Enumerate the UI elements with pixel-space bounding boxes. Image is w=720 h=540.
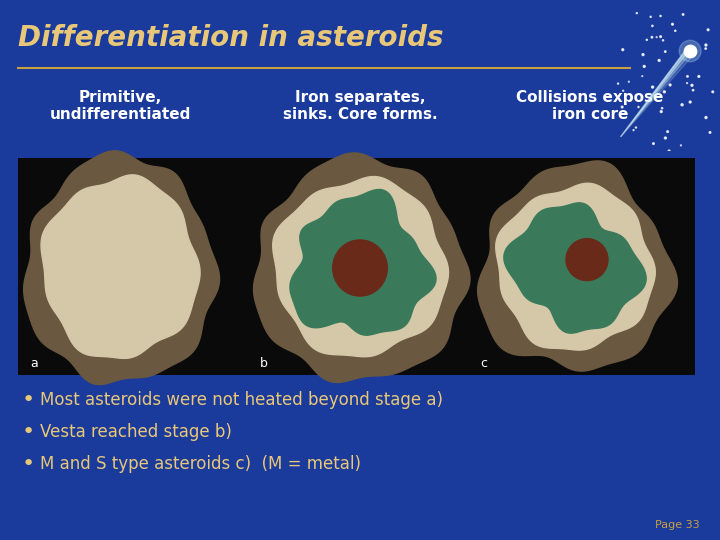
Point xyxy=(675,141,687,150)
Polygon shape xyxy=(24,151,220,384)
Point xyxy=(641,36,652,44)
Point xyxy=(657,36,669,45)
Point xyxy=(684,47,696,56)
Point xyxy=(676,100,688,109)
Point xyxy=(686,81,698,90)
Point xyxy=(690,49,701,58)
Text: Differentiation in asteroids: Differentiation in asteroids xyxy=(18,24,444,52)
Polygon shape xyxy=(504,203,646,333)
Point xyxy=(693,72,705,81)
Text: Primitive,
undifferentiated: Primitive, undifferentiated xyxy=(49,90,191,123)
Text: •: • xyxy=(22,422,35,442)
Text: Iron separates,
sinks. Core forms.: Iron separates, sinks. Core forms. xyxy=(283,90,437,123)
Point xyxy=(655,107,667,116)
Polygon shape xyxy=(621,48,690,137)
Text: b: b xyxy=(260,357,268,370)
Text: c: c xyxy=(480,357,487,370)
Bar xyxy=(18,158,695,375)
Text: Page 33: Page 33 xyxy=(655,520,700,530)
Point xyxy=(639,62,650,71)
Point xyxy=(618,86,629,95)
Point xyxy=(665,80,676,89)
Point xyxy=(616,103,628,111)
Point xyxy=(637,50,649,59)
Point xyxy=(681,79,693,87)
Point xyxy=(636,72,648,80)
Point xyxy=(651,33,662,42)
Polygon shape xyxy=(621,48,693,137)
Point xyxy=(660,48,671,56)
Point xyxy=(700,44,711,53)
Text: a: a xyxy=(30,357,37,370)
Point xyxy=(688,86,699,94)
Point xyxy=(645,12,657,21)
Point xyxy=(647,22,658,30)
Point xyxy=(612,79,624,88)
Point xyxy=(630,123,642,132)
Point xyxy=(707,87,719,96)
Point xyxy=(654,32,666,41)
Point xyxy=(703,25,714,34)
Polygon shape xyxy=(496,183,655,350)
Polygon shape xyxy=(621,48,689,137)
Point xyxy=(670,26,681,35)
Polygon shape xyxy=(41,175,200,359)
Point xyxy=(683,52,695,61)
Text: Most asteroids were not heated beyond stage a): Most asteroids were not heated beyond st… xyxy=(40,391,443,409)
Point xyxy=(660,134,671,143)
Point xyxy=(701,113,712,122)
Ellipse shape xyxy=(333,240,387,296)
Point xyxy=(633,103,644,111)
Text: Vesta reached stage b): Vesta reached stage b) xyxy=(40,423,232,441)
Point xyxy=(617,45,629,54)
Point xyxy=(663,147,675,156)
Polygon shape xyxy=(290,190,436,335)
Point xyxy=(647,83,658,91)
Point xyxy=(700,40,711,49)
Point xyxy=(662,127,673,136)
Ellipse shape xyxy=(566,239,608,281)
Point xyxy=(667,20,678,29)
Point xyxy=(631,9,642,17)
Polygon shape xyxy=(273,177,449,357)
Point xyxy=(657,104,668,112)
Text: Collisions expose
iron core: Collisions expose iron core xyxy=(516,90,664,123)
Point xyxy=(654,12,666,21)
Text: •: • xyxy=(22,390,35,410)
Point xyxy=(685,98,696,106)
Point xyxy=(678,10,689,19)
Ellipse shape xyxy=(679,40,701,62)
Text: M and S type asteroids c)  (M = metal): M and S type asteroids c) (M = metal) xyxy=(40,455,361,473)
Polygon shape xyxy=(253,153,470,382)
Point xyxy=(648,139,660,148)
Point xyxy=(654,56,665,65)
Point xyxy=(682,72,693,80)
Point xyxy=(628,126,639,134)
Text: •: • xyxy=(22,454,35,474)
Point xyxy=(704,128,716,137)
Point xyxy=(623,77,634,86)
Point xyxy=(646,33,657,42)
Point xyxy=(659,87,670,96)
Polygon shape xyxy=(477,161,678,371)
